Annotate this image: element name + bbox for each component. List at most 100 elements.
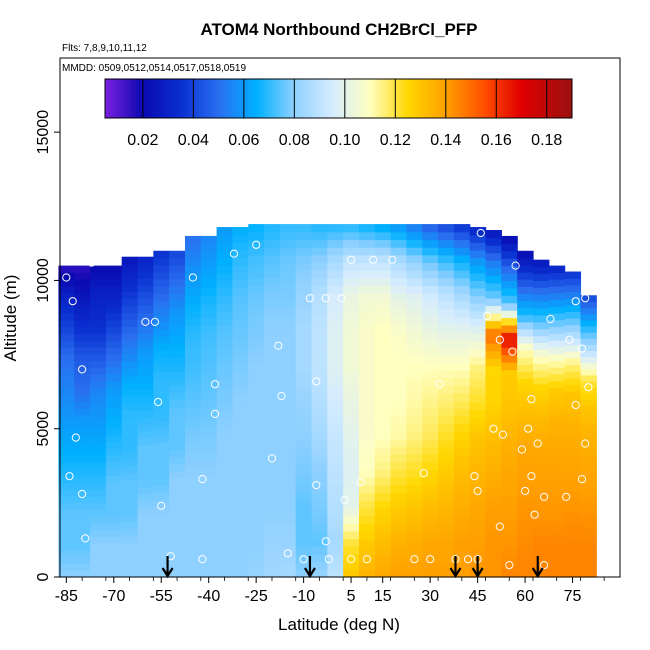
colorbar-swatch xyxy=(154,79,159,118)
heatmap-cell xyxy=(184,458,202,467)
heatmap-cell xyxy=(422,500,439,509)
heatmap-cell xyxy=(548,407,566,416)
heatmap-cell xyxy=(58,536,75,544)
heatmap-cell xyxy=(532,397,550,406)
heatmap-cell xyxy=(74,495,91,504)
heatmap-cell xyxy=(564,377,582,386)
heatmap-cell xyxy=(279,331,297,340)
heatmap-cell xyxy=(343,415,360,425)
heatmap-cell xyxy=(469,272,487,281)
heatmap-cell xyxy=(438,477,455,486)
heatmap-cell xyxy=(485,524,502,533)
heatmap-cell xyxy=(137,333,154,341)
heatmap-cell xyxy=(406,538,423,547)
heatmap-cell xyxy=(453,530,471,540)
heatmap-cell xyxy=(90,549,107,558)
heatmap-cell xyxy=(264,308,281,317)
heatmap-cell xyxy=(153,392,170,401)
heatmap-cell xyxy=(121,291,139,300)
heatmap-cell xyxy=(184,361,202,370)
heatmap-cell xyxy=(438,415,455,425)
heatmap-cell xyxy=(358,431,376,440)
heatmap-cell xyxy=(232,348,249,357)
colorbar-swatch xyxy=(459,79,464,118)
heatmap-cell xyxy=(374,423,392,432)
heatmap-cell xyxy=(343,423,360,432)
heatmap-cell xyxy=(58,326,75,334)
sample-point xyxy=(305,294,314,303)
heatmap-cell xyxy=(327,553,344,563)
heatmap-cell xyxy=(248,323,265,333)
heatmap-cell xyxy=(453,254,471,264)
heatmap-cell xyxy=(279,530,297,540)
heatmap-cell xyxy=(232,455,249,464)
heatmap-cell xyxy=(327,262,344,271)
heatmap-cell xyxy=(406,561,423,570)
colorbar-swatch xyxy=(522,79,526,118)
heatmap-cell xyxy=(501,243,518,252)
heatmap-cell xyxy=(501,361,518,370)
heatmap-cell xyxy=(501,250,518,259)
heatmap-cell xyxy=(58,360,75,368)
colorbar-swatch xyxy=(204,79,209,118)
heatmap-cell xyxy=(105,556,123,565)
heatmap-cell xyxy=(311,308,328,317)
heatmap-cell xyxy=(58,367,75,375)
heatmap-cell xyxy=(248,469,265,478)
heatmap-cell xyxy=(517,520,534,528)
colorbar-swatch xyxy=(326,79,330,118)
heatmap-cell xyxy=(279,354,297,363)
heatmap-cell xyxy=(105,468,123,477)
heatmap-cell xyxy=(295,523,313,532)
heatmap-cell xyxy=(422,484,439,494)
heatmap-cell xyxy=(169,342,186,351)
heatmap-cell xyxy=(200,273,218,282)
heatmap-cell xyxy=(548,495,566,504)
heatmap-cell xyxy=(548,468,566,477)
heatmap-cell xyxy=(374,323,392,333)
heatmap-cell xyxy=(548,265,566,273)
heatmap-cell xyxy=(548,570,566,578)
heatmap-cell xyxy=(548,448,566,456)
sample-point xyxy=(533,439,542,448)
heatmap-cell xyxy=(311,530,328,540)
heatmap-cell xyxy=(184,413,202,422)
heatmap-cell xyxy=(548,475,566,483)
heatmap-cell xyxy=(295,515,313,524)
heatmap-cell xyxy=(264,461,281,471)
heatmap-cell xyxy=(532,349,550,357)
heatmap-cell xyxy=(485,373,502,382)
heatmap-cell xyxy=(358,523,376,532)
heatmap-cell xyxy=(216,409,234,418)
colorbar-swatch xyxy=(475,79,480,118)
heatmap-cell xyxy=(184,250,202,259)
colorbar-swatch xyxy=(372,79,377,118)
heatmap-cell xyxy=(390,492,408,501)
heatmap-cell xyxy=(74,265,91,273)
heatmap-cell xyxy=(184,539,202,548)
heatmap-cell xyxy=(374,408,392,417)
heatmap-cell xyxy=(580,540,597,547)
heatmap-cell xyxy=(438,446,455,455)
heatmap-cell xyxy=(137,507,154,515)
heatmap-cell xyxy=(200,324,218,333)
heatmap-cell xyxy=(311,362,328,371)
heatmap-cell xyxy=(105,502,123,510)
heatmap-cell xyxy=(153,279,170,287)
heatmap-cell xyxy=(264,530,281,540)
heatmap-cell xyxy=(469,478,487,487)
heatmap-cell xyxy=(121,465,139,474)
heatmap-cell xyxy=(438,369,455,379)
heatmap-cell xyxy=(248,346,265,356)
heatmap-cell xyxy=(74,367,91,375)
heatmap-cell xyxy=(90,319,107,328)
colorbar-swatch xyxy=(344,79,349,118)
colorbar-swatch xyxy=(201,79,206,118)
plot-frame xyxy=(59,57,621,578)
sample-point xyxy=(527,472,536,481)
heatmap-cell xyxy=(374,438,392,448)
heatmap-cell xyxy=(90,414,107,422)
heatmap-cell xyxy=(548,387,566,395)
heatmap-cell xyxy=(517,555,534,564)
heatmap-cell xyxy=(58,312,75,321)
